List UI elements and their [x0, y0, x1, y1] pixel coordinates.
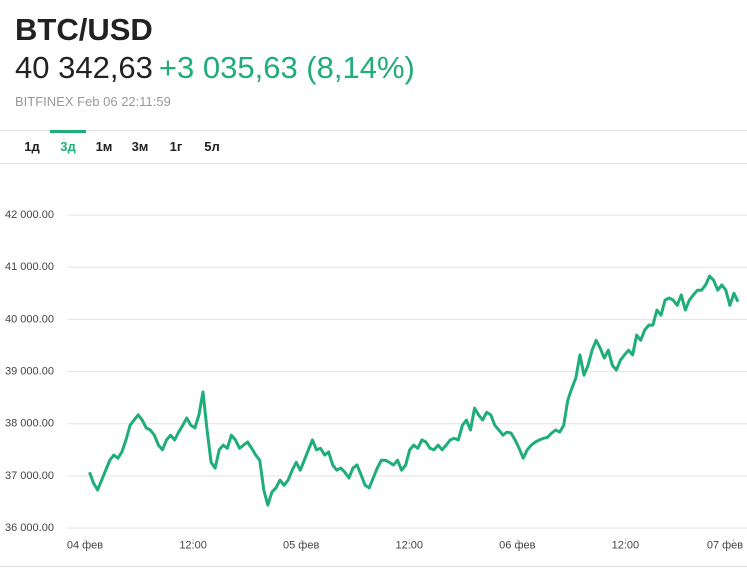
change: +3 035,63 (8,14%)	[158, 50, 415, 85]
y-tick-label: 39 000.00	[5, 365, 54, 377]
price: 40 342,63	[15, 50, 153, 85]
x-tick-label: 06 фев	[499, 539, 535, 551]
source: BITFINEX Feb 06 22:11:59	[15, 94, 171, 109]
price-line	[88, 274, 740, 507]
x-tick-label: 07 фев	[707, 539, 743, 551]
y-tick-label: 40 000.00	[5, 313, 54, 325]
divider	[0, 130, 747, 131]
y-tick-label: 42 000.00	[5, 209, 54, 221]
y-tick-label: 38 000.00	[5, 418, 54, 430]
x-tick-label: 04 фев	[67, 539, 103, 551]
tab[interactable]: 3м	[131, 139, 149, 154]
tab[interactable]: 5л	[204, 139, 220, 154]
tabs: 1д 3д 1м 3м 1г 5л	[14, 130, 230, 163]
x-tick-label: 05 фев	[283, 539, 319, 551]
x-tick-label: 12:00	[612, 539, 640, 551]
title: BTC/USD	[15, 12, 153, 47]
price-line: 40 342,63 +3 035,63 (8,14%)	[15, 50, 415, 86]
divider	[0, 163, 747, 164]
x-tick-label: 12:00	[179, 539, 207, 551]
y-tick-label: 41 000.00	[5, 261, 54, 273]
tab[interactable]: 3д	[50, 130, 86, 162]
y-tick-label: 37 000.00	[5, 470, 54, 482]
y-tick-label: 36 000.00	[5, 522, 54, 534]
divider	[0, 566, 747, 567]
tab[interactable]: 1д	[24, 139, 40, 154]
tab[interactable]: 1м	[95, 139, 113, 154]
x-tick-label: 12:00	[395, 539, 423, 551]
tab[interactable]: 1г	[169, 139, 183, 154]
